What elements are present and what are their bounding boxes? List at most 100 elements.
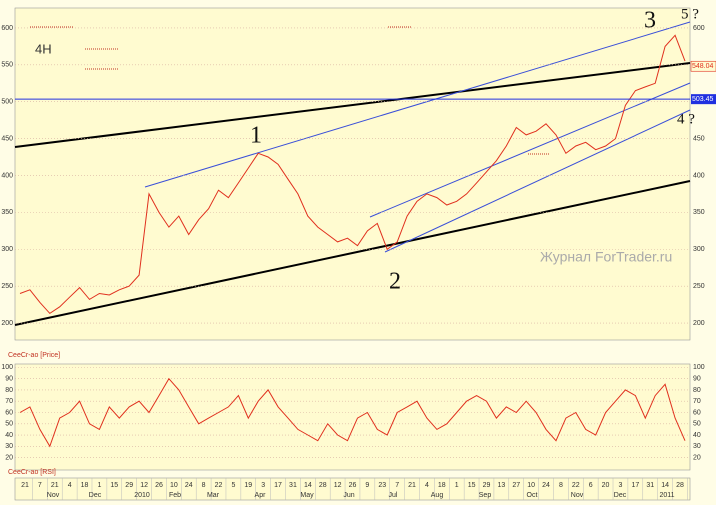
month-label: Nov xyxy=(47,492,60,499)
day-label: 9 xyxy=(365,482,369,489)
price-panel xyxy=(14,7,691,341)
y-tick-label: 350 xyxy=(693,209,705,216)
timeframe: 4H xyxy=(35,41,52,56)
y-tick-label: 60 xyxy=(5,409,13,416)
wave-label: 5 ? xyxy=(681,6,699,22)
y-tick-label: 70 xyxy=(693,398,701,405)
day-label: 20 xyxy=(602,482,610,489)
day-label: 5 xyxy=(231,482,235,489)
y-tick-label: 450 xyxy=(693,135,705,142)
y-tick-label: 40 xyxy=(5,432,13,439)
y-tick-label: 60 xyxy=(693,409,701,416)
day-label: 29 xyxy=(483,482,491,489)
day-label: 8 xyxy=(559,482,563,489)
y-tick-label: 30 xyxy=(5,443,13,450)
day-label: 14 xyxy=(304,482,312,489)
y-tick-label: 80 xyxy=(693,387,701,394)
day-label: 24 xyxy=(542,482,550,489)
day-label: 22 xyxy=(215,482,223,489)
y-tick-label: 200 xyxy=(693,320,705,327)
price-label: 548.04 xyxy=(692,63,714,70)
y-tick-label: 40 xyxy=(693,432,701,439)
day-label: 28 xyxy=(319,482,327,489)
day-label: 7 xyxy=(395,482,399,489)
month-label: Feb xyxy=(169,492,181,499)
series-line xyxy=(19,34,686,315)
legend: CeeCr-ao [RSI] xyxy=(8,469,56,476)
y-tick-label: 350 xyxy=(1,209,13,216)
month-label: 2010 xyxy=(134,492,150,499)
day-label: 4 xyxy=(425,482,429,489)
day-label: 6 xyxy=(589,482,593,489)
day-label: 26 xyxy=(155,482,163,489)
month-label: May xyxy=(300,492,314,499)
month-label: Nov xyxy=(571,492,584,499)
y-tick-label: 400 xyxy=(693,172,705,179)
wave-label: 4 ? xyxy=(677,111,695,127)
day-label: 1 xyxy=(97,482,101,489)
y-tick-label: 90 xyxy=(693,376,701,383)
y-tick-label: 600 xyxy=(1,25,13,32)
day-label: 10 xyxy=(170,482,178,489)
day-label: 15 xyxy=(110,482,118,489)
day-label: 31 xyxy=(646,482,654,489)
month-label: 2011 xyxy=(659,492,674,499)
wave-label: 1 xyxy=(250,123,262,149)
day-label: 17 xyxy=(631,482,639,489)
day-label: 10 xyxy=(527,482,535,489)
top-markers xyxy=(30,26,550,155)
month-label: Apr xyxy=(255,492,267,499)
y-tick-label: 30 xyxy=(693,443,701,450)
day-label: 12 xyxy=(334,482,342,489)
y-tick-label: 250 xyxy=(1,283,13,290)
day-label: 3 xyxy=(261,482,265,489)
wave-label: 2 xyxy=(389,269,401,295)
day-label: 28 xyxy=(676,482,684,489)
day-label: 8 xyxy=(202,482,206,489)
series-line xyxy=(19,377,686,448)
day-label: 15 xyxy=(468,482,476,489)
day-label: 22 xyxy=(572,482,580,489)
price-box xyxy=(690,60,716,72)
trend-lines xyxy=(14,21,691,326)
y-tick-label: 450 xyxy=(1,135,13,142)
day-label: 21 xyxy=(408,482,416,489)
day-label: 23 xyxy=(378,482,386,489)
y-tick-label: 200 xyxy=(1,320,13,327)
level-label: 503.45 xyxy=(692,96,714,103)
day-label: 4 xyxy=(68,482,72,489)
y-tick-label: 50 xyxy=(693,421,701,428)
day-label: 19 xyxy=(244,482,252,489)
day-label: 24 xyxy=(185,482,193,489)
day-label: 21 xyxy=(21,482,29,489)
legend: CeeCr-ao [Price] xyxy=(8,352,60,359)
y-tick-label: 50 xyxy=(5,421,13,428)
month-label: Jul xyxy=(389,492,398,499)
day-label: 29 xyxy=(125,482,133,489)
month-label: Dec xyxy=(89,492,102,499)
y-tick-label: 20 xyxy=(5,454,13,461)
day-label: 26 xyxy=(349,482,357,489)
day-label: 3 xyxy=(619,482,623,489)
y-tick-label: 300 xyxy=(693,246,705,253)
month-label: Mar xyxy=(207,492,220,499)
month-label: Oct xyxy=(527,492,538,499)
y-tick-label: 600 xyxy=(693,25,705,32)
month-label: Jun xyxy=(343,492,354,499)
day-label: 7 xyxy=(38,482,42,489)
y-tick-label: 100 xyxy=(693,364,705,371)
month-label: Sep xyxy=(479,492,492,499)
day-label: 1 xyxy=(455,482,459,489)
day-label: 18 xyxy=(438,482,446,489)
month-label: Dec xyxy=(614,492,627,499)
day-label: 17 xyxy=(274,482,282,489)
day-label: 18 xyxy=(81,482,89,489)
y-tick-label: 80 xyxy=(5,387,13,394)
day-label: 31 xyxy=(289,482,297,489)
y-tick-label: 20 xyxy=(693,454,701,461)
y-tick-label: 100 xyxy=(1,364,13,371)
wave-label: 3 xyxy=(644,8,656,34)
day-label: 13 xyxy=(497,482,505,489)
day-label: 27 xyxy=(512,482,520,489)
